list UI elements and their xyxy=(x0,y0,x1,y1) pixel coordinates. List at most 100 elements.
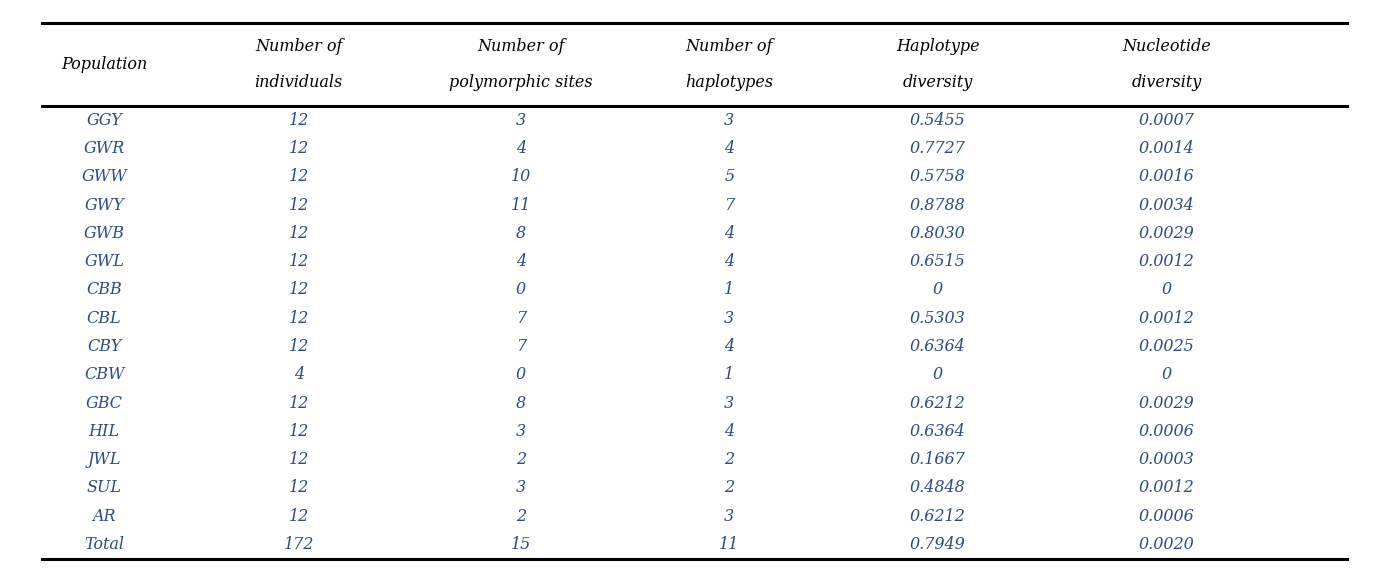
Text: 172: 172 xyxy=(283,536,314,553)
Text: 3: 3 xyxy=(724,309,735,327)
Text: AR: AR xyxy=(93,508,115,525)
Text: 12: 12 xyxy=(289,197,308,214)
Text: SUL: SUL xyxy=(86,480,122,496)
Text: 0.7727: 0.7727 xyxy=(910,140,965,157)
Text: 0.1667: 0.1667 xyxy=(910,451,965,468)
Text: HIL: HIL xyxy=(89,423,119,440)
Text: 0.0012: 0.0012 xyxy=(1139,480,1195,496)
Text: 0.0016: 0.0016 xyxy=(1139,168,1195,185)
Text: 0.0012: 0.0012 xyxy=(1139,253,1195,270)
Text: 12: 12 xyxy=(289,168,308,185)
Text: 3: 3 xyxy=(515,112,526,129)
Text: 12: 12 xyxy=(289,225,308,242)
Text: GBC: GBC xyxy=(86,395,122,411)
Text: Number of: Number of xyxy=(478,38,564,54)
Text: 0.6515: 0.6515 xyxy=(910,253,965,270)
Text: GWL: GWL xyxy=(85,253,124,270)
Text: Number of: Number of xyxy=(256,38,342,54)
Text: 0.8788: 0.8788 xyxy=(910,197,965,214)
Text: 0.8030: 0.8030 xyxy=(910,225,965,242)
Text: 4: 4 xyxy=(724,140,735,157)
Text: 12: 12 xyxy=(289,423,308,440)
Text: GWB: GWB xyxy=(83,225,125,242)
Text: 4: 4 xyxy=(724,253,735,270)
Text: 0.7949: 0.7949 xyxy=(910,536,965,553)
Text: diversity: diversity xyxy=(903,74,972,91)
Text: 1: 1 xyxy=(724,281,735,299)
Text: polymorphic sites: polymorphic sites xyxy=(449,74,593,91)
Text: 0.0006: 0.0006 xyxy=(1139,423,1195,440)
Text: 0.5455: 0.5455 xyxy=(910,112,965,129)
Text: diversity: diversity xyxy=(1132,74,1201,91)
Text: CBB: CBB xyxy=(86,281,122,299)
Text: 0.5303: 0.5303 xyxy=(910,309,965,327)
Text: Population: Population xyxy=(61,56,147,73)
Text: 7: 7 xyxy=(515,338,526,355)
Text: 4: 4 xyxy=(515,140,526,157)
Text: 12: 12 xyxy=(289,253,308,270)
Text: 4: 4 xyxy=(515,253,526,270)
Text: 0.0014: 0.0014 xyxy=(1139,140,1195,157)
Text: 7: 7 xyxy=(515,309,526,327)
Text: 0.6364: 0.6364 xyxy=(910,423,965,440)
Text: Nucleotide: Nucleotide xyxy=(1122,38,1211,54)
Text: CBW: CBW xyxy=(83,366,125,383)
Text: 0: 0 xyxy=(1161,366,1172,383)
Text: 7: 7 xyxy=(724,197,735,214)
Text: Total: Total xyxy=(85,536,124,553)
Text: 2: 2 xyxy=(724,451,735,468)
Text: 0.5758: 0.5758 xyxy=(910,168,965,185)
Text: JWL: JWL xyxy=(88,451,121,468)
Text: 12: 12 xyxy=(289,281,308,299)
Text: 12: 12 xyxy=(289,309,308,327)
Text: 12: 12 xyxy=(289,451,308,468)
Text: 2: 2 xyxy=(515,508,526,525)
Text: 4: 4 xyxy=(724,338,735,355)
Text: 0.0012: 0.0012 xyxy=(1139,309,1195,327)
Text: 0: 0 xyxy=(932,281,943,299)
Text: 4: 4 xyxy=(724,225,735,242)
Text: 0: 0 xyxy=(1161,281,1172,299)
Text: GWW: GWW xyxy=(82,168,126,185)
Text: 0.0007: 0.0007 xyxy=(1139,112,1195,129)
Text: 12: 12 xyxy=(289,480,308,496)
Text: 10: 10 xyxy=(511,168,531,185)
Text: 3: 3 xyxy=(724,112,735,129)
Text: 0: 0 xyxy=(515,281,526,299)
Text: individuals: individuals xyxy=(254,74,343,91)
Text: 12: 12 xyxy=(289,338,308,355)
Text: 4: 4 xyxy=(293,366,304,383)
Text: 8: 8 xyxy=(515,225,526,242)
Text: 15: 15 xyxy=(511,536,531,553)
Text: GWY: GWY xyxy=(85,197,124,214)
Text: 12: 12 xyxy=(289,508,308,525)
Text: 3: 3 xyxy=(515,480,526,496)
Text: CBY: CBY xyxy=(88,338,121,355)
Text: 11: 11 xyxy=(720,536,739,553)
Text: GGY: GGY xyxy=(86,112,122,129)
Text: 12: 12 xyxy=(289,112,308,129)
Text: 0.0034: 0.0034 xyxy=(1139,197,1195,214)
Text: 0.0020: 0.0020 xyxy=(1139,536,1195,553)
Text: 0.0025: 0.0025 xyxy=(1139,338,1195,355)
Text: 0.0029: 0.0029 xyxy=(1139,395,1195,411)
Text: GWR: GWR xyxy=(83,140,125,157)
Text: 0.0003: 0.0003 xyxy=(1139,451,1195,468)
Text: 3: 3 xyxy=(515,423,526,440)
Text: Number of: Number of xyxy=(686,38,772,54)
Text: 5: 5 xyxy=(724,168,735,185)
Text: 3: 3 xyxy=(724,395,735,411)
Text: 8: 8 xyxy=(515,395,526,411)
Text: 2: 2 xyxy=(515,451,526,468)
Text: 12: 12 xyxy=(289,140,308,157)
Text: 12: 12 xyxy=(289,395,308,411)
Text: 0.6212: 0.6212 xyxy=(910,395,965,411)
Text: haplotypes: haplotypes xyxy=(685,74,774,91)
Text: 0: 0 xyxy=(932,366,943,383)
Text: Haplotype: Haplotype xyxy=(896,38,979,54)
Text: 0.0006: 0.0006 xyxy=(1139,508,1195,525)
Text: 1: 1 xyxy=(724,366,735,383)
Text: 0: 0 xyxy=(515,366,526,383)
Text: CBL: CBL xyxy=(88,309,121,327)
Text: 0.6364: 0.6364 xyxy=(910,338,965,355)
